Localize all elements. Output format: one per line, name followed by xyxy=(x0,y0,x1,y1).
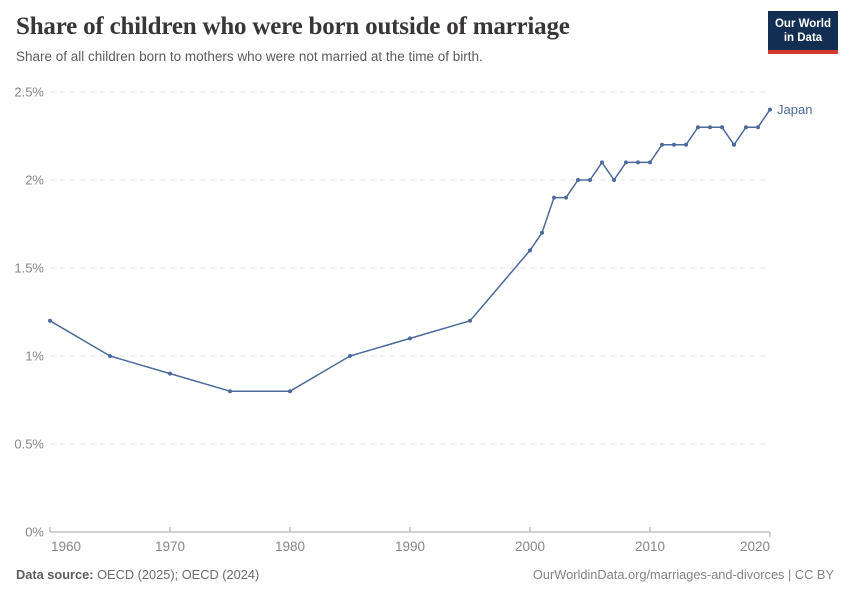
data-point xyxy=(672,142,676,147)
data-point xyxy=(684,142,688,147)
x-tick-label: 2020 xyxy=(740,539,770,554)
data-point xyxy=(528,248,532,253)
data-point xyxy=(744,125,748,130)
entity-label[interactable]: Japan xyxy=(777,102,812,117)
data-point xyxy=(696,125,700,130)
data-point xyxy=(756,125,760,130)
x-tick-label: 2000 xyxy=(515,539,545,554)
chart-footer: Data source: OECD (2025); OECD (2024) Ou… xyxy=(16,567,834,582)
page-title: Share of children who were born outside … xyxy=(16,13,570,40)
x-tick-label: 1970 xyxy=(155,539,185,554)
footer-citation-link[interactable]: OurWorldinData.org/marriages-and-divorce… xyxy=(532,567,834,582)
owid-logo-text-line1: Our World xyxy=(774,18,831,30)
data-point xyxy=(540,230,544,235)
data-point xyxy=(576,178,580,182)
series-line xyxy=(49,109,771,392)
data-source-label: Data source: xyxy=(16,567,94,582)
data-point xyxy=(636,160,640,165)
data-point xyxy=(564,195,568,200)
x-tick-label: 1990 xyxy=(395,539,425,554)
data-point xyxy=(660,142,664,147)
y-tick-label: 2.5% xyxy=(14,85,44,100)
y-tick-label: 1.5% xyxy=(14,261,44,276)
data-point xyxy=(48,318,52,323)
y-tick-label: 0% xyxy=(25,525,44,540)
data-point xyxy=(612,178,616,182)
data-source-text: OECD (2025); OECD (2024) xyxy=(93,567,260,582)
x-tick-label: 2010 xyxy=(635,539,665,554)
data-point xyxy=(648,160,652,165)
data-point xyxy=(552,195,556,200)
data-point xyxy=(288,389,292,394)
data-source-note: Data source: OECD (2025); OECD (2024) xyxy=(16,567,259,582)
data-point xyxy=(624,160,628,165)
data-point xyxy=(468,318,472,323)
data-point xyxy=(732,142,736,147)
data-point xyxy=(600,160,604,165)
data-point xyxy=(348,354,352,358)
data-point xyxy=(588,178,592,182)
owid-logo-text-line2: in Data xyxy=(783,32,823,45)
data-point xyxy=(708,125,712,130)
owid-logo[interactable]: Our World in Data xyxy=(768,11,838,54)
x-tick-label: 1960 xyxy=(51,539,81,554)
data-point xyxy=(108,354,112,358)
y-tick-label: 0.5% xyxy=(14,437,44,452)
chart-subtitle: Share of all children born to mothers wh… xyxy=(16,49,483,64)
data-point xyxy=(228,389,232,394)
data-point xyxy=(168,371,172,376)
y-tick-label: 1% xyxy=(25,349,44,364)
data-point xyxy=(768,107,772,112)
x-tick-label: 1980 xyxy=(275,539,305,554)
y-tick-label: 2% xyxy=(25,173,44,188)
data-point xyxy=(408,336,412,341)
data-point xyxy=(720,125,724,130)
